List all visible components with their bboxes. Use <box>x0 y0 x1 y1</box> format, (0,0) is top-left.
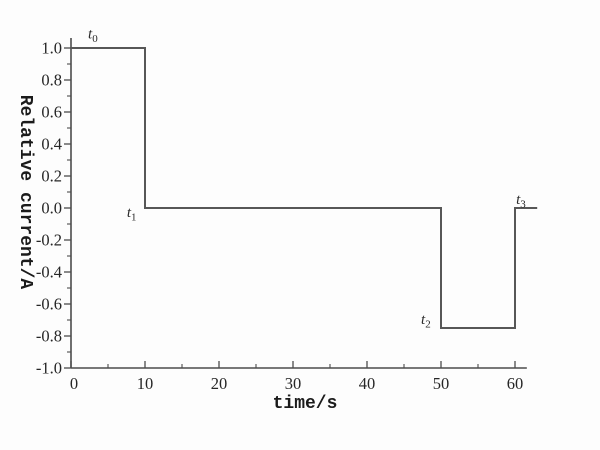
y-tick-label: 0.8 <box>41 71 62 90</box>
annotation-t3: t3 <box>516 192 526 211</box>
y-tick-label: -1.0 <box>36 359 62 378</box>
x-tick-label: 20 <box>211 374 228 393</box>
y-axis-title: Relative current/A <box>15 95 35 290</box>
y-tick-label: 0.6 <box>41 103 62 122</box>
y-tick-label: -0.8 <box>36 327 62 346</box>
x-axis-title: time/s <box>273 394 338 414</box>
chart-generated-layer: 0 10 20 30 40 50 60 1.0 0.8 0.6 0.4 0.2 0.0 -0.2 -0.4 -… <box>36 26 538 393</box>
x-tick-label: 10 <box>137 374 154 393</box>
y-tick-label: 0.0 <box>41 199 62 218</box>
x-tick-label: 50 <box>433 374 450 393</box>
x-tick-label: 40 <box>359 374 376 393</box>
annotation-t1: t1 <box>127 205 137 224</box>
x-tick-label: 60 <box>507 374 524 393</box>
annotation-t2: t2 <box>421 312 431 331</box>
x-tick-label: 30 <box>285 374 302 393</box>
x-tick-label: 0 <box>70 374 78 393</box>
annotation-t0: t0 <box>88 26 98 45</box>
y-tick-label: 0.2 <box>41 167 62 186</box>
y-tick-label: 0.4 <box>41 135 62 154</box>
y-tick-label: 1.0 <box>41 39 62 58</box>
current-step-line <box>71 47 538 329</box>
y-tick-label: -0.2 <box>36 231 62 250</box>
y-tick-label: -0.6 <box>36 295 62 314</box>
y-tick-label: -0.4 <box>36 263 62 282</box>
